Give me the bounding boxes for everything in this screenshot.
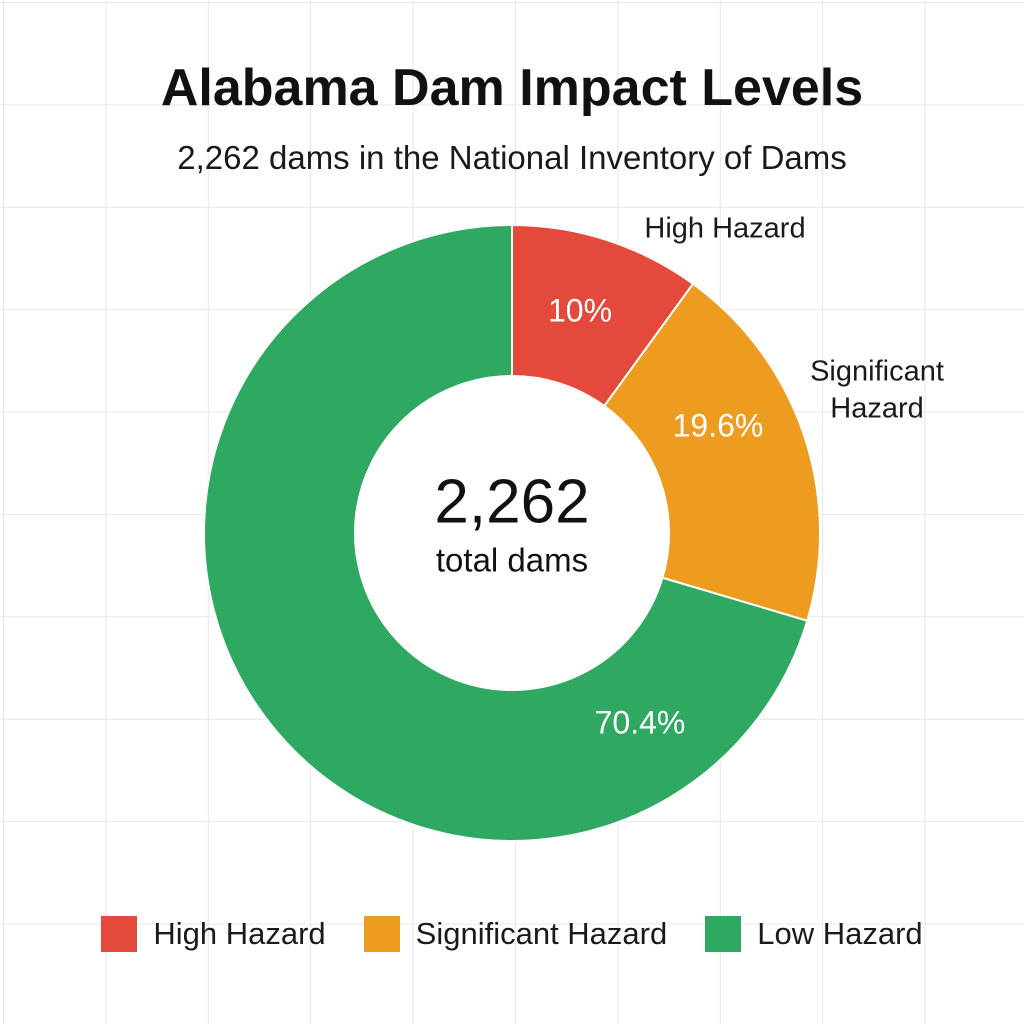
legend-item-high-hazard[interactable]: High Hazard [101,916,326,952]
center-value: 2,262 [434,467,589,536]
center-label: total dams [436,542,588,579]
legend-swatch-low-hazard [705,916,742,952]
legend-swatch-significant-hazard [363,916,400,952]
legend-swatch-high-hazard [101,916,138,952]
value-label-significant-hazard: 19.6% [673,407,764,443]
chart-subtitle: 2,262 dams in the National Inventory of … [177,139,847,176]
chart-title: Alabama Dam Impact Levels [160,59,864,117]
legend: High Hazard Significant Hazard Low Hazar… [0,908,1024,960]
legend-item-significant-hazard[interactable]: Significant Hazard [363,916,668,952]
callout-label-significant-hazard: Hazard [830,393,924,425]
value-label-high-hazard: 10% [548,292,612,328]
value-label-low-hazard: 70.4% [595,704,686,740]
legend-item-low-hazard[interactable]: Low Hazard [705,916,923,952]
legend-label-low-hazard: Low Hazard [757,916,923,951]
slice-significant-hazard[interactable] [602,282,821,623]
legend-label-significant-hazard: Significant Hazard [415,916,668,951]
callout-label-significant-hazard: Significant [810,356,944,388]
slice-low-hazard[interactable] [203,223,809,842]
callout-label-high-hazard: High Hazard [644,213,805,245]
legend-label-high-hazard: High Hazard [153,916,326,951]
donut-hole [356,377,668,689]
